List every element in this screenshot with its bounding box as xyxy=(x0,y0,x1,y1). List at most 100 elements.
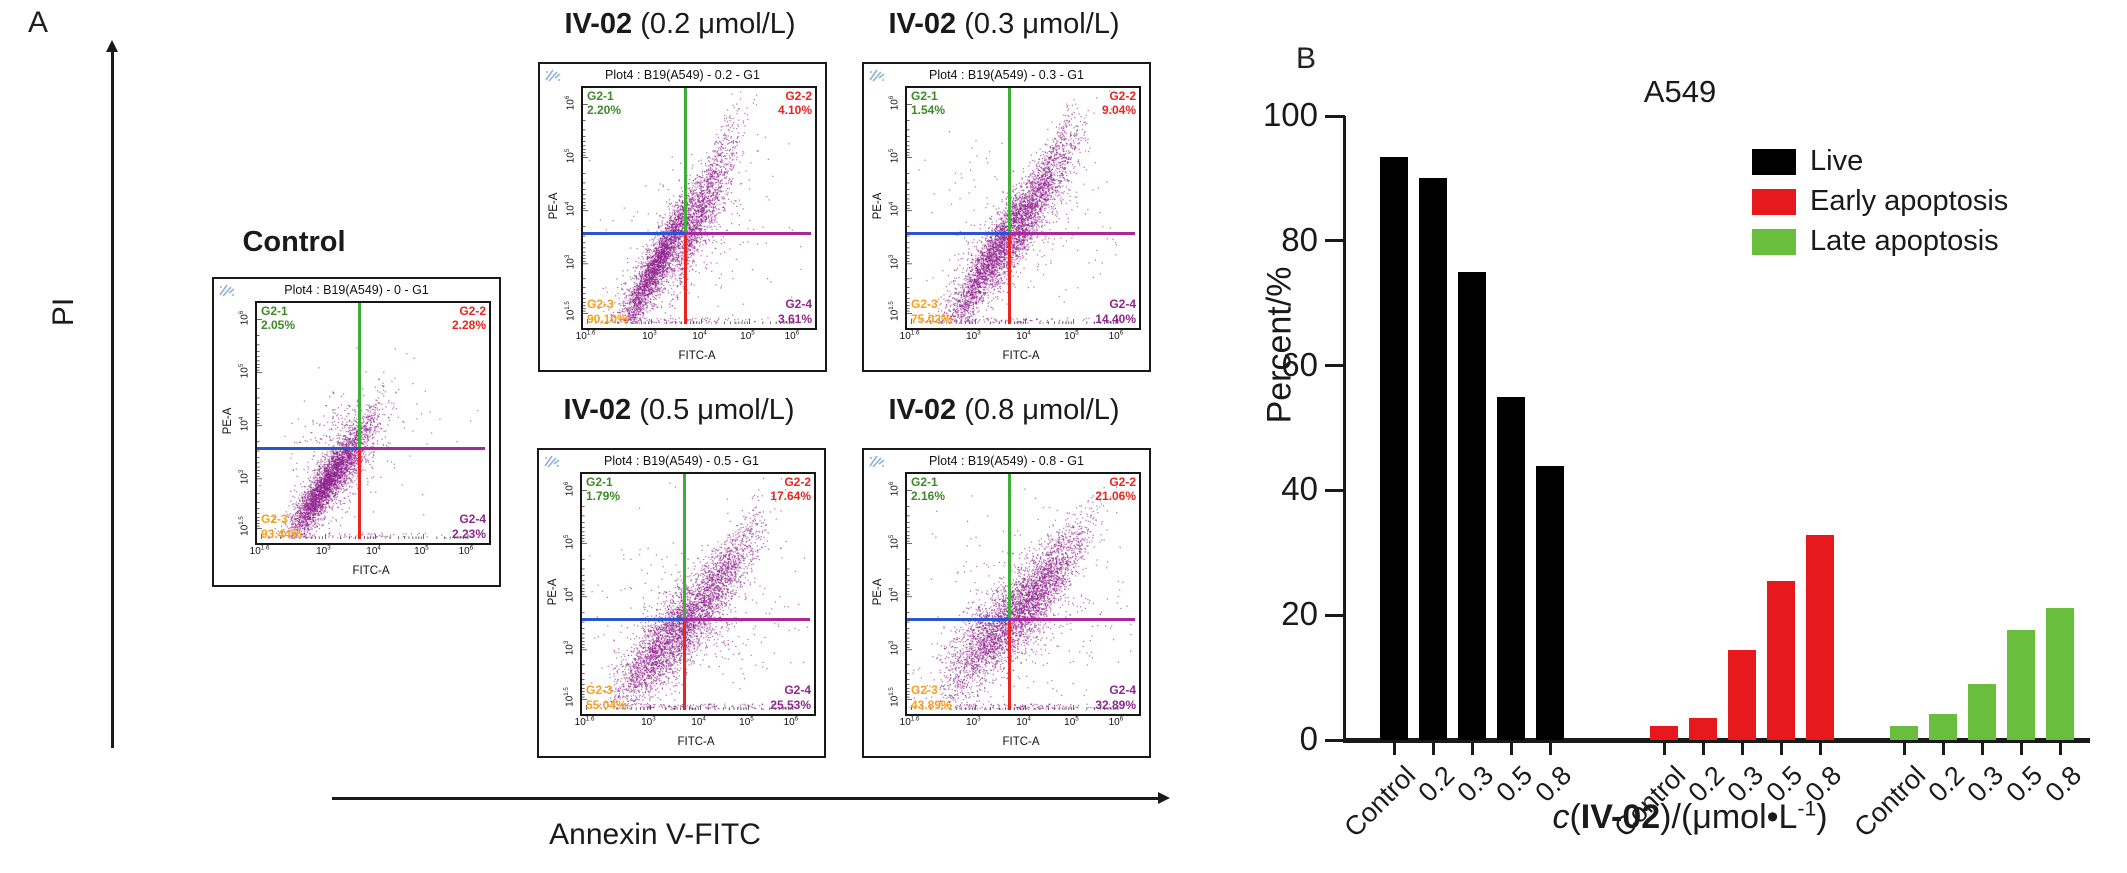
pe-a-tick: 105 xyxy=(563,534,576,549)
gate-tool-icon xyxy=(545,69,561,82)
scatter-area: G2-1 1.54% G2-2 9.04% G2-3 75.02% G2-4 14.40… xyxy=(905,86,1141,330)
pe-a-tick: 101.5 xyxy=(888,687,901,708)
bar-early-apoptosis xyxy=(1806,534,1834,740)
pe-a-tick: 103 xyxy=(238,469,251,485)
legend-label: Late apoptosis xyxy=(1810,225,1999,257)
quadrant-line-top xyxy=(1008,474,1011,619)
bar-early-apoptosis xyxy=(1767,580,1795,740)
quadrant-name: G2-2 xyxy=(784,475,811,489)
y-tick-label: 0 xyxy=(1299,720,1318,757)
quadrant-line-top xyxy=(358,303,361,448)
quadrant-name: G2-1 xyxy=(911,475,938,489)
y-tick-mark xyxy=(1325,738,1345,742)
pe-a-axis-label: PE-A xyxy=(547,578,559,606)
pe-a-tick: 104 xyxy=(563,587,576,603)
fitc-a-tick: 105 xyxy=(740,329,755,342)
quadrant-percent: 2.20% xyxy=(587,103,622,118)
legend-swatch-icon xyxy=(1752,148,1796,175)
bar-late-apoptosis xyxy=(1890,725,1918,740)
pe-a-tick: 101.5 xyxy=(888,301,901,322)
pe-a-tick: 105 xyxy=(888,148,901,163)
quadrant-line-right xyxy=(1009,618,1135,621)
quadrant-percent: 75.02% xyxy=(911,311,952,326)
annexin-axis-label: Annexin V-FITC xyxy=(549,818,761,851)
quadrant-percent: 90.10% xyxy=(587,311,628,326)
bar-early-apoptosis xyxy=(1689,717,1717,740)
flow-plot-window: Plot4 : B19(A549) - 0 - G1 G2-1 2.05% G2-… xyxy=(212,277,501,587)
quadrant-label-g2-3: G2-3 75.02% xyxy=(911,297,952,326)
panel-a-label: A xyxy=(28,6,49,39)
panel-b-bar-chart: B A549 Percent/% 0 20 40 60 80 100 Control 0.2… xyxy=(1230,0,2127,873)
quadrant-label-g2-4: G2-4 2.23% xyxy=(452,512,486,541)
fitc-a-tick: 106 xyxy=(458,544,474,557)
quadrant-name: G2-1 xyxy=(911,89,938,103)
quadrant-name: G2-1 xyxy=(261,304,288,318)
fitc-a-tick: 101.6 xyxy=(899,715,920,728)
bar-late-apoptosis xyxy=(2046,608,2074,740)
quadrant-label-g2-3: G2-3 93.44% xyxy=(261,512,302,541)
gate-tool-icon xyxy=(869,69,885,82)
heading-compound-name: IV-02 xyxy=(564,8,633,40)
scatter-points xyxy=(582,474,810,710)
flow-plot-heading: IV-02 (0.5 μmol/L) xyxy=(479,394,879,427)
flow-plot-heading: IV-02 (0.2 μmol/L) xyxy=(480,8,880,41)
quadrant-label-g2-2: G2-2 2.28% xyxy=(452,304,486,333)
fitc-a-tick: 103 xyxy=(642,329,657,342)
quadrant-name: G2-4 xyxy=(459,512,486,527)
pe-a-axis-label: PE-A xyxy=(872,578,884,606)
plot-window-title: Plot4 : B19(A549) - 0.8 - G1 xyxy=(929,454,1084,468)
x-tick-mark xyxy=(1509,743,1513,755)
flow-plot-heading: IV-02 (0.8 μmol/L) xyxy=(804,394,1204,427)
heading-concentration: (0.2 μmol/L) xyxy=(632,8,796,40)
quadrant-name: G2-1 xyxy=(586,475,613,489)
heading-concentration: (0.8 μmol/L) xyxy=(956,394,1120,426)
heading-compound-name: IV-02 xyxy=(563,394,632,426)
x-axis-line xyxy=(1343,738,2090,743)
flow-plot-window: Plot4 : B19(A549) - 0.3 - G1 G2-1 1.54% G… xyxy=(862,62,1151,372)
quadrant-line-left xyxy=(583,232,685,235)
x-tick-mark xyxy=(1431,743,1435,755)
quadrant-label-g2-1: G2-1 1.79% xyxy=(586,475,620,504)
quadrant-percent: 2.05% xyxy=(261,318,296,333)
x-tick-label: Control xyxy=(1338,760,1422,843)
quadrant-percent: 2.23% xyxy=(451,526,486,541)
quadrant-line-bottom xyxy=(1008,233,1011,324)
flow-plot-window: Plot4 : B19(A549) - 0.2 - G1 G2-1 2.20% G… xyxy=(538,62,827,372)
fitc-a-tick: 104 xyxy=(692,329,707,342)
pe-a-tick: 104 xyxy=(888,587,901,603)
scatter-points xyxy=(907,474,1135,710)
quadrant-name: G2-2 xyxy=(1109,475,1136,489)
quadrant-label-g2-4: G2-4 14.40% xyxy=(1095,297,1136,326)
pe-a-tick: 106 xyxy=(563,481,576,496)
x-tick-mark xyxy=(2058,743,2062,755)
plot-window-title: Plot4 : B19(A549) - 0.5 - G1 xyxy=(604,454,759,468)
x-tick-mark xyxy=(1392,743,1396,755)
quadrant-percent: 17.64% xyxy=(770,489,811,504)
scatter-area: G2-1 2.20% G2-2 4.10% G2-3 90.10% G2-4 3.61% xyxy=(581,86,817,330)
flow-plot-heading: IV-02 (0.3 μmol/L) xyxy=(804,8,1204,41)
quadrant-line-top xyxy=(1008,88,1011,233)
x-tick-mark xyxy=(1902,743,1906,755)
annexin-axis-arrowhead-icon xyxy=(1158,792,1170,804)
pe-a-tick: 105 xyxy=(238,363,251,378)
panel-b-label: B xyxy=(1296,42,1317,75)
flow-cytometry-plot: Control Plot4 : B19(A549) - 0 - G1 G2-1 2… xyxy=(212,226,501,587)
x-tick-mark xyxy=(2019,743,2023,755)
pe-a-tick: 101.5 xyxy=(238,516,251,537)
flow-cytometry-plot: IV-02 (0.2 μmol/L) Plot4 : B19(A549) - 0… xyxy=(538,8,827,372)
quadrant-line-right xyxy=(359,447,485,450)
quadrant-percent: 14.40% xyxy=(1095,311,1136,326)
x-title-paren: ( xyxy=(1569,798,1581,836)
quadrant-line-top xyxy=(684,88,687,233)
heading-concentration: (0.3 μmol/L) xyxy=(956,8,1120,40)
quadrant-name: G2-4 xyxy=(784,683,811,698)
pe-a-tick: 104 xyxy=(888,201,901,217)
y-tick-mark xyxy=(1325,613,1345,617)
fitc-a-tick: 101.6 xyxy=(899,329,920,342)
scatter-area: G2-1 2.16% G2-2 21.06% G2-3 43.89% G2-4 32.8… xyxy=(905,472,1141,716)
fitc-a-tick: 106 xyxy=(783,715,799,728)
quadrant-name: G2-3 xyxy=(261,512,288,527)
pe-a-tick: 105 xyxy=(564,148,577,163)
fitc-a-axis-label: FITC-A xyxy=(1002,350,1040,362)
fitc-a-tick: 106 xyxy=(1108,329,1124,342)
